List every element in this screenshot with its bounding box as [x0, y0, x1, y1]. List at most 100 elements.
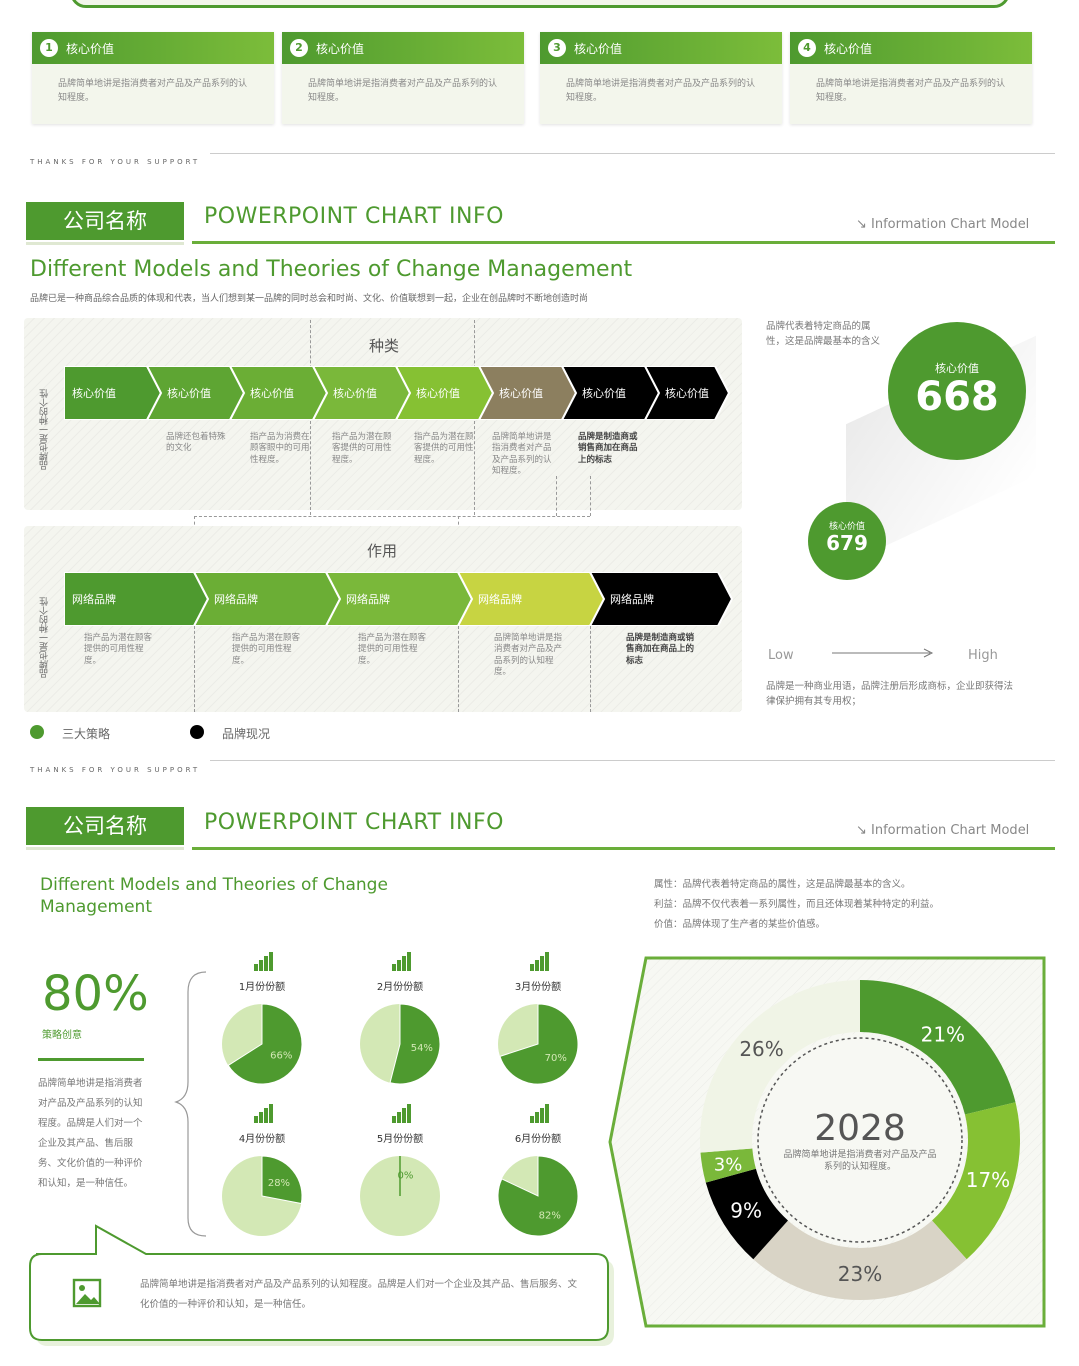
- bar-chart-icon: [530, 952, 550, 971]
- step-description: 品牌简单地讲是指消费者对产品及产品系列的认知程度。: [494, 633, 563, 678]
- bubble-large-label: 核心价值: [935, 362, 979, 375]
- card-header: 2 核心价值: [282, 32, 524, 64]
- note-2: 利益：品牌不仅代表着一系列属性，而且还体现着某种特定的利益。: [654, 899, 940, 910]
- card-header: 4 核心价值: [790, 32, 1032, 64]
- donut-percent-label: 17%: [966, 1168, 1010, 1192]
- high-label: High: [968, 648, 998, 663]
- chevron-label: 核心价值: [333, 386, 377, 400]
- chevron-step: [456, 572, 606, 626]
- pie-chart: 54%: [360, 1003, 441, 1085]
- card-number: 1: [40, 39, 58, 57]
- company-name: 公司名称: [26, 202, 184, 240]
- pie-share-slice: [497, 1155, 579, 1237]
- company-underline-2: [26, 847, 184, 850]
- dash-guide: [458, 626, 459, 712]
- note-1: 属性：品牌代表着特定商品的属性，这是品牌最基本的含义。: [654, 879, 911, 890]
- header-line-2: [192, 847, 1055, 850]
- donut-segment: [700, 980, 860, 1153]
- brace-icon: [174, 971, 207, 1237]
- page-subtitle: 品牌已是一种商品综合品质的体现和代表，当人们想到某一品牌的同时总会和时尚、文化、…: [30, 294, 589, 304]
- company-underline: [26, 242, 184, 245]
- donut-percent-label: 26%: [739, 1037, 783, 1061]
- bubble-large-value: 668: [915, 374, 999, 420]
- legend-status-label: 品牌现况: [222, 727, 271, 741]
- pie-share-slice: [261, 1155, 303, 1205]
- header-line: [192, 241, 1055, 244]
- chevron-step: [560, 366, 661, 420]
- card-text: 品牌简单地讲是指消费者对产品及产品系列的认知程度。: [58, 79, 248, 103]
- chevron-step: [394, 366, 495, 420]
- top-frame: [70, 0, 1010, 8]
- chevron-label: 核心价值: [72, 386, 116, 400]
- image-icon: [72, 1278, 102, 1308]
- step-description: 指产品为潜在顾客提供的可用性程度。: [84, 633, 153, 666]
- step-description: 品牌是制造商或销售商加在商品上的标志: [626, 633, 695, 666]
- donut-segment: [860, 980, 1016, 1115]
- card-text: 品牌简单地讲是指消费者对产品及产品系列的认知程度。: [308, 79, 498, 103]
- step-description: 品牌还包着特殊的文化: [166, 432, 226, 454]
- pie-title: 1月份份额: [238, 982, 286, 993]
- slide-header-2: POWERPOINT CHART INFO: [204, 810, 504, 835]
- chevron-label: 核心价值: [665, 386, 709, 400]
- pie-percent-label: 28%: [268, 1178, 290, 1189]
- donut-segment: [705, 1168, 788, 1260]
- bar-chart-icon: [392, 1104, 412, 1123]
- section-effects-side-label: 品牌也是一种的个性: [40, 597, 50, 678]
- speech-box-text: 品牌简单地讲是指消费者对产品及产品系列的认知程度。品牌是人们对一个企业及其产品、…: [140, 1279, 578, 1310]
- bar-chart-icon: [254, 1104, 274, 1123]
- divider-2: [210, 760, 1055, 761]
- chevron-label: 核心价值: [167, 386, 211, 400]
- step-description: 指产品为潜在顾客提供的可用性程度。: [414, 432, 474, 465]
- speech-box-frame: [29, 1224, 614, 1346]
- low-label: Low: [768, 648, 794, 663]
- pie-share-slice: [227, 1003, 303, 1085]
- side-description: 品牌代表着特定商品的属性，这是品牌最基本的含义: [766, 321, 881, 347]
- card-title: 核心价值: [66, 41, 115, 56]
- pct-underline: [38, 1058, 144, 1061]
- pie-percent-label: 70%: [545, 1053, 567, 1064]
- thanks-text-1: THANKS FOR YOUR SUPPORT: [30, 158, 201, 166]
- pie-chart: 82%: [497, 1155, 579, 1237]
- note-3: 价值：品牌体现了生产者的某些价值感。: [654, 919, 826, 930]
- chevron-step: [192, 572, 342, 626]
- chevron-label: 网络品牌: [214, 592, 258, 606]
- bubble-large: 核心价值 668: [888, 322, 1026, 460]
- card-title: 核心价值: [316, 41, 365, 56]
- pie-percent-label: 0%: [398, 1171, 414, 1182]
- chevron-step: [311, 366, 412, 420]
- pie-chart: 66%: [222, 1003, 303, 1085]
- info-model-link[interactable]: ↘ Information Chart Model: [856, 217, 1030, 232]
- card-text: 品牌简单地讲是指消费者对产品及产品系列的认知程度。: [566, 79, 756, 103]
- pie-percent-label: 66%: [270, 1051, 292, 1062]
- legend-strategy-label: 三大策略: [62, 727, 111, 741]
- section-types-side-label: 品牌也是一种的个性: [40, 389, 50, 470]
- card-title: 核心价值: [574, 41, 623, 56]
- pie-chart: 28%: [222, 1155, 303, 1236]
- step-description: 指产品为潜在顾客提供的可用性程度。: [358, 633, 427, 666]
- donut-center-text: 品牌简单地讲是指消费者对产品及产品系列的认知程度。: [783, 1150, 937, 1172]
- chevron-step: [324, 572, 474, 626]
- page-title: Different Models and Theories of Change …: [30, 257, 633, 282]
- dash-guide: [590, 476, 591, 516]
- pie-title: 4月份份额: [238, 1134, 286, 1145]
- pie-title: 5月份份额: [376, 1134, 424, 1145]
- pie-percent-label: 82%: [539, 1211, 561, 1222]
- thanks-text-2: THANKS FOR YOUR SUPPORT: [30, 766, 201, 774]
- pie-chart: 0%: [360, 1156, 440, 1236]
- chevron-step: [228, 366, 329, 420]
- pie-title: 2月份份额: [376, 982, 424, 993]
- chevron-step: [145, 366, 246, 420]
- step-description: 指产品为潜在顾客提供的可用性程度。: [232, 633, 301, 666]
- chevron-label: 核心价值: [499, 386, 543, 400]
- divider-1: [210, 153, 1055, 154]
- chevron-label: 网络品牌: [72, 592, 116, 606]
- bar-chart-icon: [254, 952, 274, 971]
- card-number: 4: [798, 39, 816, 57]
- bubble-small-value: 679: [826, 531, 868, 555]
- pie-share-slice: [499, 1003, 579, 1085]
- donut-percent-label: 3%: [714, 1154, 743, 1175]
- info-model-link-2[interactable]: ↘ Information Chart Model: [856, 823, 1030, 838]
- dash-guide: [194, 626, 195, 712]
- donut-segment: [932, 1102, 1020, 1260]
- bar-chart-icon: [530, 1104, 550, 1123]
